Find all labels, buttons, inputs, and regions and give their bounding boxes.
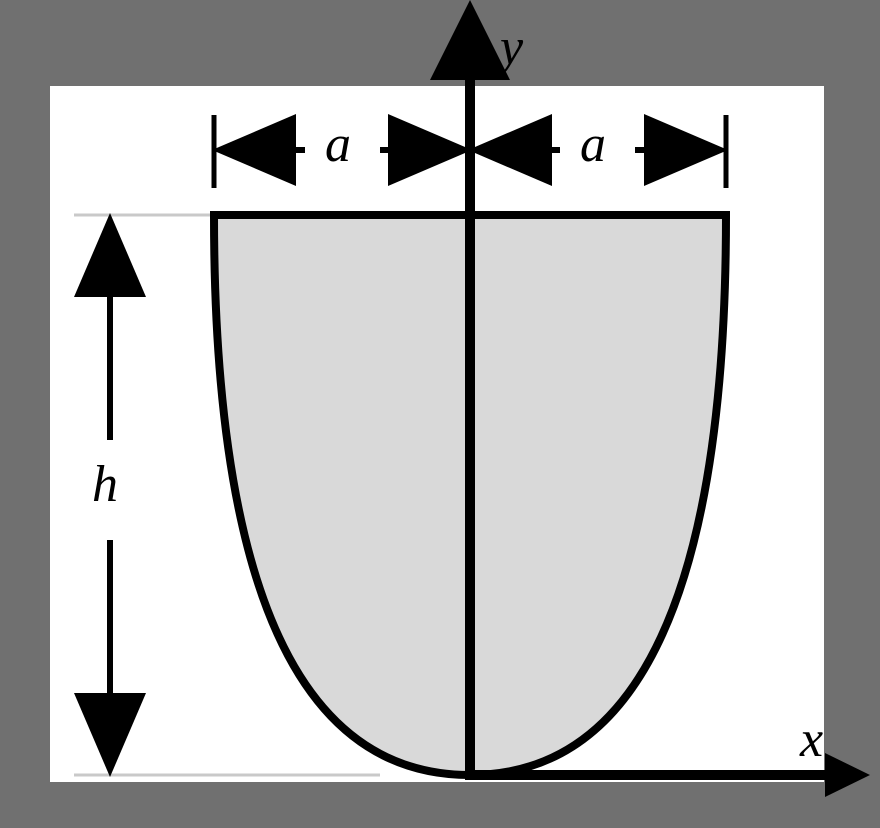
h-label: h bbox=[92, 455, 118, 514]
y-axis-arrowhead bbox=[448, 7, 492, 52]
x-axis-label: x bbox=[800, 710, 823, 769]
x-axis-arrowhead bbox=[825, 753, 870, 797]
y-axis-label: y bbox=[500, 18, 523, 77]
diagram-svg bbox=[0, 0, 880, 828]
a-left-label: a bbox=[325, 115, 351, 174]
a-right-label: a bbox=[580, 115, 606, 174]
